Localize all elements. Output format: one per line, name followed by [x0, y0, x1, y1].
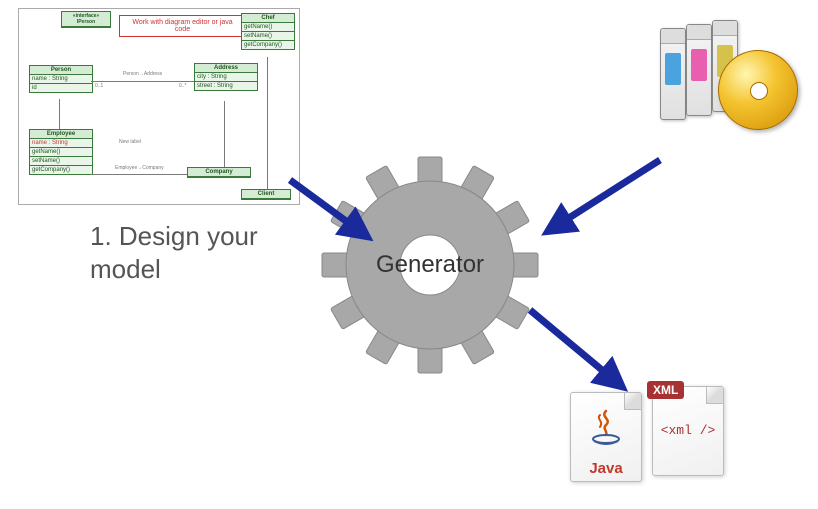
uml-assoc-label: New label — [119, 139, 141, 145]
uml-class-employee: Employee name : String getName() setName… — [29, 129, 93, 175]
xml-body-text: <xml /> — [659, 423, 717, 438]
uml-note: Work with diagram editor or java code — [119, 15, 246, 37]
uml-attr: name : String — [32, 140, 68, 146]
uml-class-name: Person — [51, 67, 71, 73]
uml-class-iperson: «interface» IPerson — [61, 11, 111, 28]
disk-icon — [718, 50, 798, 130]
uml-class-person: Person name : String id — [29, 65, 93, 93]
uml-attr: street : String — [197, 83, 233, 89]
uml-assoc-label: Employee→Company — [115, 165, 164, 171]
gear-label: Generator — [320, 251, 540, 279]
uml-class-company: Company — [187, 167, 251, 178]
uml-op: getName() — [244, 24, 272, 30]
uml-assoc-line — [224, 101, 225, 167]
uml-op: getCompany() — [244, 42, 282, 48]
arrow-gear-to-files — [530, 310, 620, 385]
uml-mult: 0..* — [179, 83, 187, 89]
uml-class-client: Client — [241, 189, 291, 200]
cartridge-icon — [686, 24, 712, 116]
xml-file-icon: XML <xml /> — [652, 386, 724, 476]
uml-assoc-line — [267, 57, 268, 189]
xml-badge: XML — [647, 381, 684, 399]
uml-class-name: Client — [258, 191, 275, 197]
uml-class-name: Address — [214, 65, 238, 71]
uml-op: setName() — [244, 33, 272, 39]
uml-op: getName() — [32, 149, 60, 155]
uml-assoc-label: Person→Address — [123, 71, 162, 77]
uml-class-chef: Chef getName() setName() getCompany() — [241, 13, 295, 50]
uml-note-text: Work with diagram editor or java code — [132, 19, 232, 33]
uml-attr: name : String — [32, 76, 68, 82]
uml-class-name: Company — [205, 169, 232, 175]
uml-op: getCompany() — [32, 167, 70, 173]
uml-attr: city : String — [197, 74, 227, 80]
uml-op: setName() — [32, 158, 60, 164]
uml-attr: id — [32, 85, 37, 91]
uml-assoc-line — [91, 174, 187, 175]
arrow-cartridges-to-gear — [550, 160, 660, 230]
uml-mult: 0..1 — [95, 83, 103, 89]
uml-assoc-line — [59, 99, 60, 129]
uml-class-name: Chef — [261, 15, 274, 21]
uml-class-address: Address city : String street : String — [194, 63, 258, 91]
cartridge-icon — [660, 28, 686, 120]
output-files: Java XML <xml /> — [570, 386, 760, 496]
caption-design-your-model: 1. Design your model — [90, 220, 258, 285]
uml-diagram-panel: Work with diagram editor or java code «i… — [18, 8, 300, 205]
uml-class-name: IPerson — [64, 19, 108, 25]
uml-assoc-line — [91, 81, 194, 82]
uml-class-name: Employee — [47, 131, 75, 137]
generator-gear: Generator — [320, 155, 540, 375]
java-file-icon: Java — [570, 392, 642, 482]
java-file-label: Java — [571, 460, 641, 477]
components-cluster — [660, 20, 800, 160]
java-cup-icon — [586, 407, 626, 447]
